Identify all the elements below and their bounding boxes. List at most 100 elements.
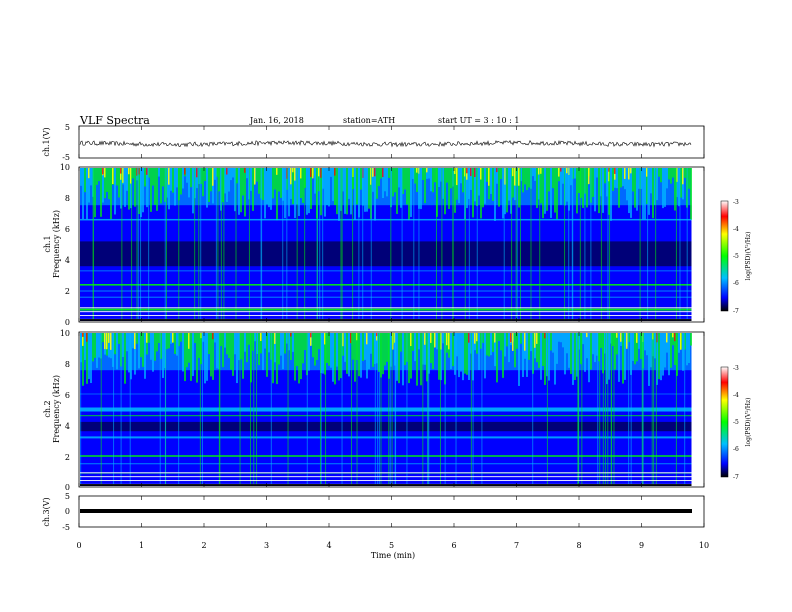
spectrogram-cell [132, 168, 134, 179]
spectrogram-cell [688, 168, 690, 189]
spectrogram-cell [318, 333, 320, 350]
spectrogram-cell [146, 168, 148, 175]
spectrogram-cell [484, 168, 486, 204]
spectrogram-cell [254, 168, 256, 185]
spectrogram-cell [609, 168, 611, 321]
spectrogram-cell [232, 333, 234, 376]
spectrogram-cell [532, 333, 534, 486]
spectrogram-cell [430, 333, 432, 364]
spectrogram-cell [336, 168, 338, 215]
spectrogram-cell [174, 333, 176, 354]
spectrogram-cell [574, 333, 576, 380]
spectrogram-cell [232, 168, 234, 178]
spectrogram-cell [662, 168, 664, 209]
spectrogram-cell [470, 333, 472, 486]
spectrogram-cell [224, 333, 226, 348]
spectrogram-cell [494, 333, 496, 367]
spectrogram-cell [675, 333, 677, 486]
spectrogram-cell [160, 168, 162, 204]
spectrogram-cell [548, 168, 550, 192]
spectrogram-cell [130, 333, 132, 380]
spectrogram-cell [202, 333, 204, 342]
ch3-waveform-trace [80, 509, 692, 513]
spectrogram-cell [86, 168, 88, 220]
spectrogram-cell [326, 333, 328, 363]
spectrogram-cell [390, 333, 392, 367]
spectrogram-cell [570, 168, 572, 186]
spectrogram-cell [439, 333, 441, 486]
spectrogram-cell [578, 168, 580, 194]
spectrogram-cell [395, 333, 397, 486]
spectrogram-cell [462, 333, 464, 381]
spectrogram-cell [588, 333, 590, 383]
spectrogram-cell [104, 168, 106, 178]
spectrogram-cell [248, 168, 250, 321]
spectrogram-cell [610, 168, 612, 221]
spectrogram-cell [350, 333, 352, 344]
spectrogram-cell [622, 168, 624, 187]
spectrogram-cell [378, 168, 380, 187]
spectrogram-cell [458, 168, 460, 204]
spectrogram-cell [414, 333, 416, 362]
spectrogram-cell [566, 333, 568, 354]
spectrogram-cell [88, 168, 90, 203]
spectrogram-cell [498, 333, 500, 342]
colorbar-2-tick-m7: -7 [733, 474, 739, 481]
spectrogram-cell [290, 333, 292, 337]
ch1-ytick-top: 5 [65, 123, 70, 132]
spectrogram-cell [584, 333, 586, 372]
spectrogram-cell [298, 168, 300, 217]
spectrogram-cell [612, 168, 614, 191]
spectrogram-cell [422, 168, 424, 181]
spectrogram-cell [376, 333, 378, 364]
station-label: station=ATH [343, 116, 395, 125]
spectrogram-cell [206, 333, 208, 381]
spectrogram-cell [450, 168, 452, 189]
spectrogram-cell [546, 168, 548, 211]
spectrogram-cell [518, 168, 520, 208]
spectrogram-cell [614, 168, 616, 174]
spectrogram-cell [666, 333, 668, 353]
spectrogram-cell [684, 333, 686, 486]
spectrogram-cell [376, 168, 378, 199]
spectrogram-cell [554, 168, 556, 213]
spectrogram-cell [80, 296, 692, 298]
spectrogram-cell [94, 333, 96, 358]
spec1-ylabel-frequency: Frequency (kHz) [52, 210, 61, 278]
spectrogram-cell [222, 168, 224, 203]
spectrogram-cell [310, 333, 312, 338]
spectrogram-cell [198, 168, 200, 321]
spectrogram-cell [208, 168, 210, 203]
x-tick-label: 10 [699, 541, 709, 550]
spectrogram-cell [380, 168, 382, 179]
spectrogram-cell [319, 168, 321, 321]
spectrogram-cell [508, 168, 510, 201]
spectrogram-cell [576, 333, 578, 377]
spectrogram-cell [108, 168, 110, 200]
spectrogram-cell [220, 168, 222, 321]
spectrogram-cell [134, 333, 136, 350]
colorbar-1-tick-m3: -3 [733, 199, 739, 206]
spectrogram-cell [612, 333, 614, 347]
spectrogram-cell [338, 168, 340, 221]
spectrogram-cell [350, 168, 352, 215]
spectrogram-cell [607, 168, 609, 321]
spectrogram-cell [166, 333, 168, 350]
spectrogram-cell [356, 333, 358, 486]
spectrogram-cell [656, 168, 658, 201]
ch1-spectrogram-image [80, 168, 692, 321]
spectrogram-cell [594, 333, 596, 363]
spectrogram-cell [644, 168, 646, 220]
spectrogram-cell [432, 168, 434, 193]
x-tick-label: 4 [326, 541, 331, 550]
spectrogram-cell [474, 333, 476, 344]
spectrogram-cell [646, 168, 648, 177]
spectrogram-cell [526, 168, 528, 191]
spectrogram-cell [666, 168, 668, 189]
spectrogram-cell [652, 333, 654, 357]
spectrogram-cell [192, 333, 194, 377]
spec2-ytick-2: 2 [65, 453, 70, 462]
colorbar-1-tick-m4: -4 [733, 226, 739, 233]
spectrogram-cell [156, 333, 158, 352]
spectrogram-cell [455, 333, 457, 486]
